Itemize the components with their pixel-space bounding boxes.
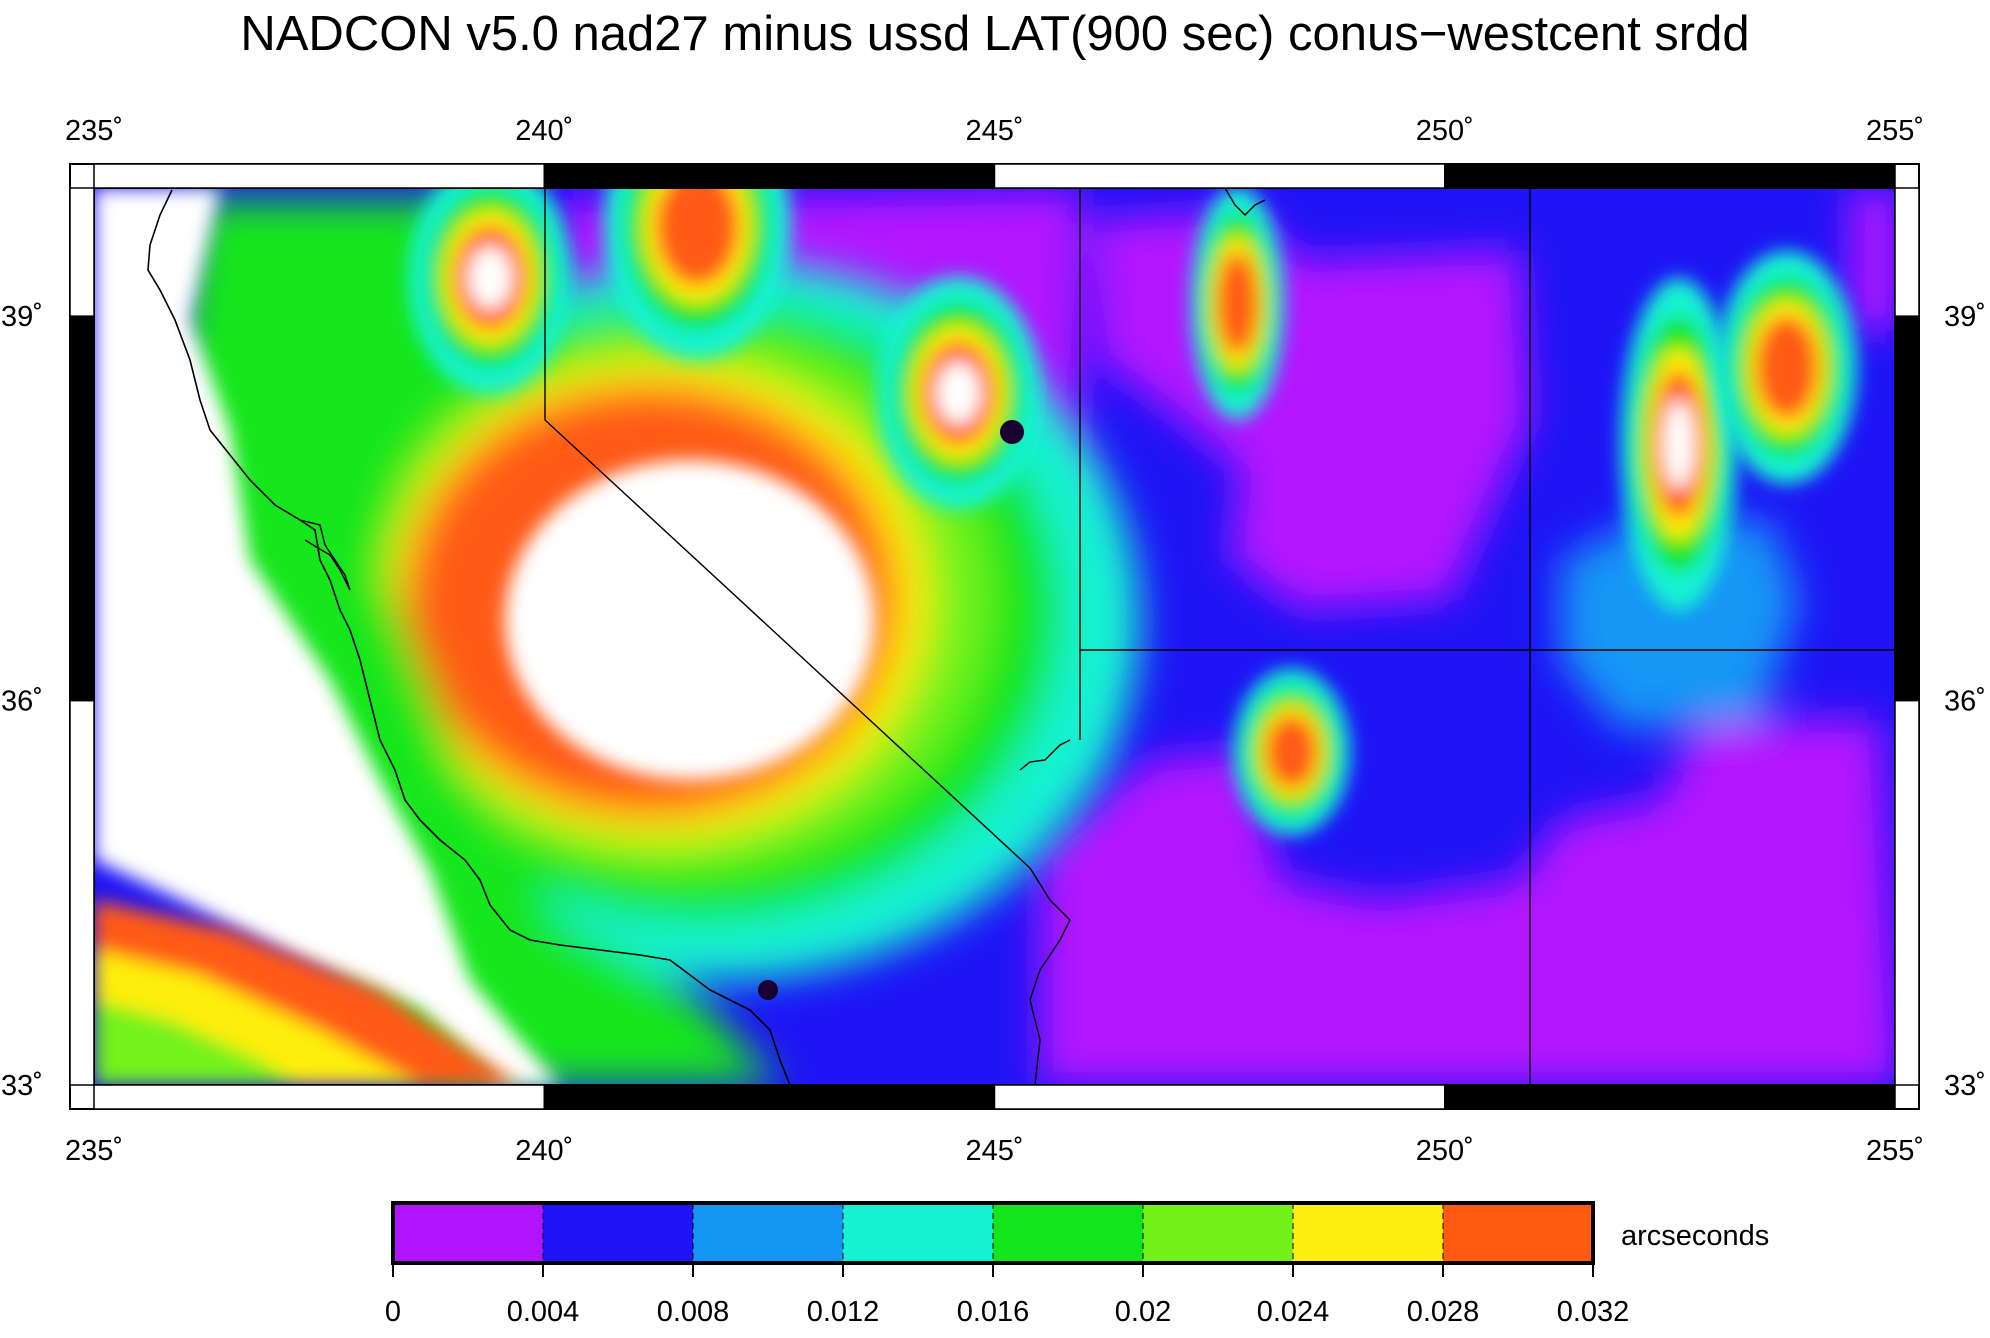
frame-bar-right	[1894, 699, 1920, 1086]
lon-tick-label-bottom: 245˚	[965, 1135, 1023, 1167]
dark-speck-2	[758, 980, 778, 1000]
sf-bay	[299, 519, 351, 591]
frame-bar-right	[1894, 187, 1920, 317]
lon-tick-label-bottom: 255˚	[1866, 1135, 1924, 1167]
colorbar-tick-label: 0.008	[657, 1296, 730, 1328]
colorbar-tick-label: 0.028	[1407, 1296, 1480, 1328]
lon-tick-label-bottom: 240˚	[515, 1135, 573, 1167]
colorbar-tick-label: 0	[385, 1296, 401, 1328]
lon-tick-label-top: 255˚	[1866, 115, 1924, 147]
peak-layer	[408, 188, 1858, 836]
colorado-peak-east	[1716, 250, 1858, 485]
lon-tick-label-top: 235˚	[65, 115, 123, 147]
offshore-bands	[94, 900, 520, 1085]
colorbar-swatch	[993, 1203, 1143, 1263]
coastline	[147, 189, 791, 1085]
frame-bar-bottom	[543, 1084, 996, 1110]
lat-tick-label-left: 39˚	[1, 301, 43, 333]
colorado-peak	[1620, 277, 1738, 611]
colorbar-tick-label: 0.012	[807, 1296, 880, 1328]
frame-bar-bottom	[993, 1084, 1446, 1110]
frame-bar-left	[69, 315, 95, 702]
colorbar-swatch	[1443, 1203, 1593, 1263]
tahoe-peak-core	[672, 190, 723, 263]
lon-tick-label-bottom: 250˚	[1416, 1135, 1474, 1167]
colorado-peak-core	[1663, 399, 1695, 490]
frame-bar-top	[1444, 163, 1896, 189]
central-valley-core	[505, 460, 875, 780]
state-borders	[544, 188, 1895, 1085]
colorbar-tick-label: 0.032	[1557, 1296, 1630, 1328]
tahoe-peak	[603, 188, 791, 360]
colorado-river	[1029, 867, 1071, 1085]
colorbar-swatch	[393, 1203, 543, 1263]
colorbar-swatch	[543, 1203, 693, 1263]
coast-white-region	[94, 188, 560, 1085]
colorado-lightblue-region	[1560, 520, 1800, 730]
utah-peak-core	[1225, 271, 1251, 335]
lat-tick-label-right: 39˚	[1944, 301, 1986, 333]
colorbar-swatch	[693, 1203, 843, 1263]
sacramento-peak	[408, 188, 573, 395]
lat-tick-label-left: 36˚	[1, 686, 43, 718]
lon-tick-label-top: 245˚	[965, 115, 1023, 147]
map-frame	[69, 163, 1920, 1110]
frame-bar-left	[69, 699, 95, 1086]
colorbar-swatch	[1293, 1203, 1443, 1263]
arizona-peak-core	[1275, 729, 1308, 775]
axis-tick-labels: 235˚ 235˚ 240˚ 240˚ 245˚ 245˚ 250˚ 250˚ 255˚ 255˚…	[1, 115, 1986, 1167]
ne-purple-region	[1850, 190, 1895, 330]
utah-peak	[1190, 188, 1285, 420]
colorbar-swatch	[843, 1203, 993, 1263]
ca-nv-border	[544, 188, 1031, 869]
lat-tick-label-left: 33˚	[1, 1070, 43, 1102]
colorbar-tick-label: 0.004	[507, 1296, 580, 1328]
frame-bar-right	[1894, 315, 1920, 702]
lon-tick-label-bottom: 235˚	[65, 1135, 123, 1167]
data-field	[94, 188, 1895, 1085]
colorbar-unit-label: arcseconds	[1621, 1220, 1769, 1252]
lat-tick-label-right: 36˚	[1944, 686, 1986, 718]
nevada-peak	[876, 276, 1041, 510]
offshore-green	[94, 1000, 300, 1085]
nevada-peak-core	[936, 361, 981, 425]
frame-bar-left	[69, 187, 95, 317]
lon-tick-label-top: 250˚	[1416, 115, 1474, 147]
frame-bar-top	[93, 163, 545, 189]
arizona-peak	[1233, 668, 1351, 836]
frame-bar-bottom	[93, 1084, 545, 1110]
colorbar-tick-label: 0.016	[957, 1296, 1030, 1328]
dark-speck-1	[1000, 420, 1024, 444]
frame-bar-top	[993, 163, 1446, 189]
colorbar-swatch	[1143, 1203, 1293, 1263]
colorbar: 0 0.004 0.008 0.012 0.016 0.02 0.024 0.028 0.032	[385, 1201, 1630, 1328]
lat-tick-label-right: 33˚	[1944, 1070, 1986, 1102]
sacramento-peak-core	[468, 246, 513, 310]
colorado-peak-east-core	[1768, 336, 1806, 399]
high-value-cores	[94, 188, 875, 1085]
frame-bar-top	[543, 163, 996, 189]
lake-mead	[1019, 739, 1071, 771]
lon-tick-label-top: 240˚	[515, 115, 573, 147]
colorbar-tick-label: 0.024	[1257, 1296, 1330, 1328]
great-salt-lake	[1224, 188, 1266, 216]
frame-bar-bottom	[1444, 1084, 1896, 1110]
map-title: NADCON v5.0 nad27 minus ussd LAT(900 sec…	[240, 7, 1750, 61]
colorbar-tick-label: 0.02	[1115, 1296, 1171, 1328]
